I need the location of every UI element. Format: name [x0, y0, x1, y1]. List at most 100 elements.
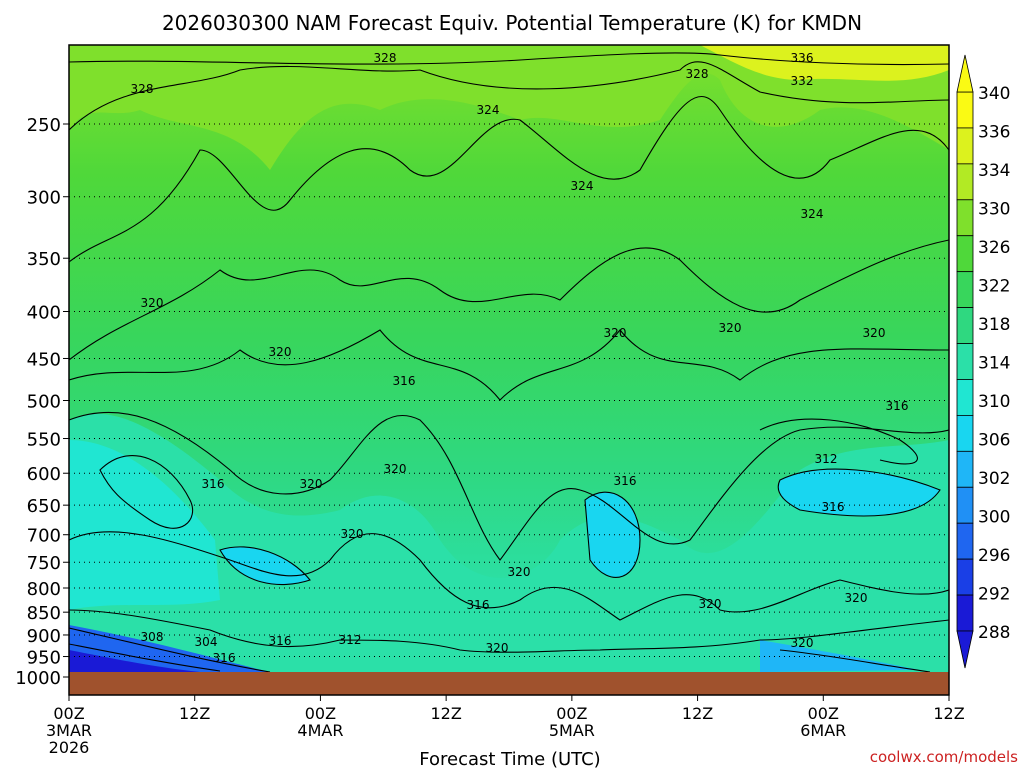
y-tick-label: 800: [27, 579, 61, 600]
contour-label: 332: [791, 74, 814, 88]
contour-line: [69, 239, 949, 361]
colorbar: 340 336 334 330 326 322 318 314 310 306 302 300 296 2…: [956, 54, 1010, 669]
y-tick-label: 550: [27, 430, 61, 451]
contour-line: [69, 411, 949, 561]
x-tick-label: 12Z: [933, 704, 964, 723]
colorbar-bottom-arrow: [956, 630, 974, 669]
x-tick-label: 2026: [49, 738, 90, 757]
credit-text: coolwx.com/models: [870, 748, 1018, 766]
contour-label: 320: [341, 527, 364, 541]
y-tick-label: 600: [27, 464, 61, 485]
contour-label: 320: [141, 296, 164, 310]
contour-label: 316: [213, 651, 236, 665]
x-tick-label: 3MAR: [46, 721, 92, 740]
contour-label: 328: [131, 82, 154, 96]
colorbar-tick-label: 306: [978, 431, 1010, 451]
contour-lines: [69, 52, 949, 673]
field-shading: [69, 45, 949, 695]
contour-label: 316: [269, 634, 292, 648]
colorbar-segment: [956, 307, 974, 344]
contour-label: 320: [845, 591, 868, 605]
contour-label: 320: [719, 321, 742, 335]
field-region-surface-deep-blue: [69, 650, 200, 672]
y-tick-label: 250: [27, 115, 61, 136]
colorbar-segment: [956, 91, 974, 129]
colorbar-tick-label: 330: [978, 200, 1010, 220]
contour-line: [99, 455, 194, 529]
chart-title: 2026030300 NAM Forecast Equiv. Potential…: [162, 11, 862, 35]
colorbar-tick-label: 292: [978, 585, 1010, 605]
colorbar-segment: [956, 343, 974, 380]
colorbar-segment: [956, 522, 974, 560]
colorbar-segment: [956, 450, 974, 488]
contour-label: 308: [141, 630, 164, 644]
x-tick-label: 00Z: [808, 704, 839, 723]
colorbar-tick-label: 334: [978, 161, 1010, 181]
contour-line: [69, 95, 949, 263]
contour-label: 320: [300, 477, 323, 491]
field-region-cyan-blob-3: [778, 469, 940, 516]
contour-label: 316: [886, 399, 909, 413]
y-tick-label: 450: [27, 349, 61, 370]
contour-labels: 328 328 336 332 328 324 324 324 320 320 320 320 316 3…: [131, 51, 909, 665]
colorbar-tick-label: 322: [978, 277, 1010, 297]
y-tick-label: 850: [27, 603, 61, 624]
plot-area: 328 328 336 332 328 324 324 324 320 320 320 320 316 3…: [69, 45, 949, 695]
x-tick-label: 00Z: [53, 704, 84, 723]
field-region-upper-lime: [69, 45, 949, 170]
contour-label: 324: [571, 179, 594, 193]
contour-line: [69, 531, 949, 621]
contour-line: [779, 649, 931, 673]
y-tick-label: 500: [27, 392, 61, 413]
y-tick-label: 1000: [15, 668, 61, 689]
contour-label: 320: [508, 565, 531, 579]
contour-line: [69, 52, 949, 66]
colorbar-segment: [956, 486, 974, 524]
field-region-mid-teal: [69, 413, 949, 695]
colorbar-tick-label: 288: [978, 623, 1010, 643]
contour-label: 320: [604, 326, 627, 340]
x-tick-label: 4MAR: [297, 721, 343, 740]
contour-line: [69, 329, 949, 401]
contour-label: 320: [699, 597, 722, 611]
colorbar-tick-label: 296: [978, 546, 1010, 566]
colorbar-segment: [956, 594, 974, 632]
field-region-cyan-blob-1: [220, 546, 310, 585]
colorbar-segment: [956, 127, 974, 165]
y-tick-label: 650: [27, 496, 61, 517]
y-tick-label: 400: [27, 302, 61, 323]
colorbar-top-arrow: [956, 54, 974, 93]
contour-label: 328: [686, 67, 709, 81]
x-tick-label: 5MAR: [549, 721, 595, 740]
contour-label: 312: [815, 452, 838, 466]
colorbar-segment: [956, 235, 974, 273]
colorbar-tick-label: 318: [978, 315, 1010, 335]
contour-label: 304: [195, 635, 218, 649]
contour-line: [69, 609, 949, 653]
x-tick-label: 12Z: [682, 704, 713, 723]
colorbar-tick-label: 302: [978, 469, 1010, 489]
contour-line: [69, 643, 221, 672]
colorbar-segment: [956, 271, 974, 308]
colorbar-segment: [956, 558, 974, 596]
field-region-cyan-blob-2: [585, 492, 640, 578]
y-tick-label: 350: [27, 249, 61, 270]
contour-label: 324: [477, 103, 500, 117]
x-tick-label: 6MAR: [800, 721, 846, 740]
y-axis-tick-labels: 2503003504004505005506006507007508008509…: [15, 115, 69, 689]
contour-label: 320: [384, 462, 407, 476]
colorbar-tick-label: 300: [978, 508, 1010, 528]
x-axis-label: Forecast Time (UTC): [419, 749, 600, 768]
y-tick-label: 700: [27, 526, 61, 547]
y-tick-label: 950: [27, 648, 61, 669]
contour-label: 336: [791, 51, 814, 65]
colorbar-segment: [956, 163, 974, 201]
contour-label: 320: [863, 326, 886, 340]
y-tick-label: 900: [27, 626, 61, 647]
colorbar-tick-label: 310: [978, 392, 1010, 412]
contour-line: [584, 491, 641, 578]
colorbar-segment: [956, 199, 974, 237]
contour-line: [69, 627, 271, 673]
